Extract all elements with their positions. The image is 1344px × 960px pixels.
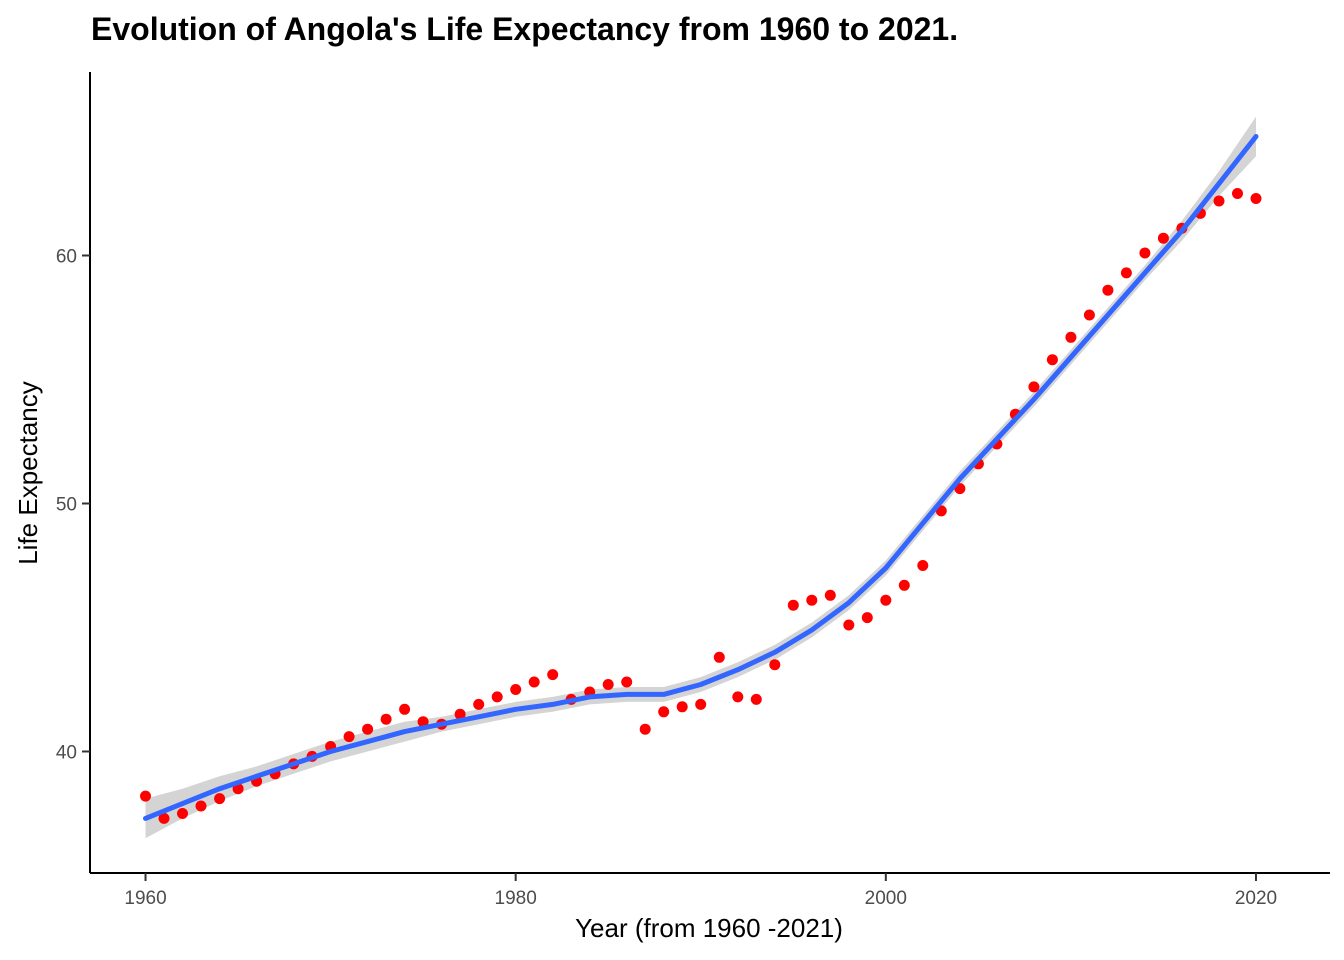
data-point (621, 676, 633, 688)
data-point (380, 713, 392, 725)
y-axis-ticks: 40 50 60 (56, 247, 90, 763)
data-point (491, 691, 503, 703)
data-point (195, 800, 207, 812)
points-layer (140, 188, 1262, 824)
x-tick-label: 1980 (495, 888, 537, 909)
data-point (547, 669, 559, 681)
plot-area (140, 116, 1262, 839)
data-point (769, 659, 781, 671)
data-point (1250, 193, 1262, 204)
data-point (1046, 354, 1058, 366)
x-tick-label: 1960 (124, 888, 166, 909)
data-point (528, 676, 540, 688)
data-point (824, 589, 836, 601)
data-point (214, 793, 226, 805)
y-tick-label: 60 (56, 247, 77, 268)
smooth-line (143, 134, 1259, 821)
data-point (1157, 232, 1169, 244)
y-tick-label: 50 (56, 494, 77, 515)
data-point (510, 684, 522, 695)
data-point (1102, 284, 1114, 296)
data-point (861, 612, 873, 624)
data-point (1028, 381, 1040, 393)
data-point (917, 560, 929, 571)
data-point (750, 693, 762, 705)
data-point (732, 691, 744, 703)
x-tick-label: 2000 (865, 888, 907, 909)
y-axis-label: Life Expectancy (13, 381, 43, 565)
data-point (362, 723, 374, 735)
x-tick-label: 2020 (1235, 888, 1277, 909)
data-point (880, 594, 892, 606)
x-axis-label: Year (from 1960 -2021) (575, 913, 843, 943)
data-point (806, 594, 818, 606)
data-point (1139, 247, 1151, 259)
x-axis-ticks: 1960 1980 2000 2020 (124, 873, 1277, 909)
data-point (639, 723, 651, 735)
data-point (1120, 267, 1132, 279)
data-point (787, 599, 799, 611)
data-point (1065, 331, 1077, 343)
chart-title: Evolution of Angola's Life Expectancy fr… (91, 11, 958, 47)
data-point (658, 706, 670, 718)
data-point (713, 651, 725, 663)
data-point (898, 579, 910, 591)
data-point (399, 703, 411, 715)
data-point (158, 812, 170, 824)
data-point (695, 698, 707, 710)
data-point (343, 731, 355, 743)
data-point (1213, 195, 1225, 207)
y-tick-label: 40 (56, 742, 77, 763)
data-point (1083, 309, 1095, 321)
data-point (676, 701, 688, 713)
data-point (417, 716, 429, 728)
data-point (473, 698, 485, 710)
data-point (454, 708, 466, 720)
data-point (140, 790, 151, 802)
data-point (843, 619, 855, 631)
data-point (177, 808, 188, 819)
data-point (602, 679, 614, 690)
confidence-band (145, 116, 1256, 839)
data-point (1232, 188, 1243, 199)
